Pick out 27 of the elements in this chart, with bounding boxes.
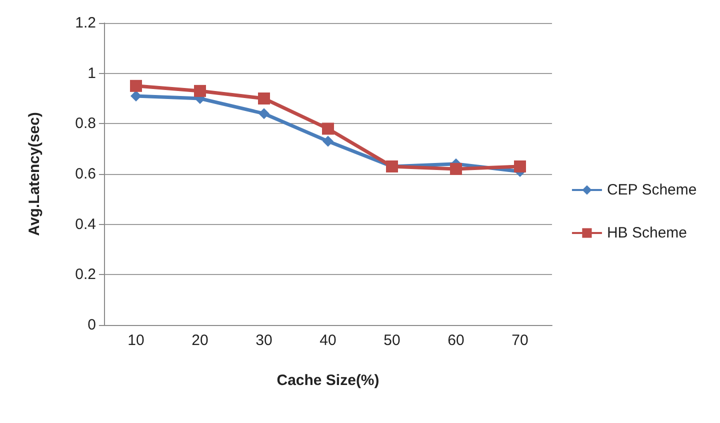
y-tick-label: 0.2 xyxy=(75,266,96,284)
x-tick-label: 50 xyxy=(384,332,400,349)
y-tick-label: 0.6 xyxy=(75,166,96,182)
point xyxy=(130,80,142,92)
legend-label: HB Scheme xyxy=(606,224,688,242)
point xyxy=(450,162,462,175)
point xyxy=(322,122,334,135)
x-tick-label: 40 xyxy=(320,332,336,349)
x-tick-label: 10 xyxy=(128,332,144,349)
y-tick-label: 1 xyxy=(88,64,96,82)
legend-label: CEP Scheme xyxy=(606,182,697,198)
y-tick-label: 0 xyxy=(88,316,96,334)
x-tick-label: 30 xyxy=(256,332,272,349)
x-tick-label: 60 xyxy=(448,332,464,349)
x-tick-label: 20 xyxy=(192,332,208,349)
point xyxy=(130,90,142,102)
x-tick-label: 70 xyxy=(512,332,528,349)
y-axis-title: Avg.Latency(sec) xyxy=(26,112,43,236)
x-axis-title: Cache Size(%) xyxy=(276,372,380,389)
point xyxy=(322,136,334,147)
y-tick-label: 0.4 xyxy=(75,216,96,233)
y-tick-label: 1.2 xyxy=(75,14,96,32)
point xyxy=(514,160,526,172)
y-tick-label: 0.8 xyxy=(75,115,96,132)
point xyxy=(194,84,206,97)
point xyxy=(258,108,270,120)
point xyxy=(258,92,270,104)
